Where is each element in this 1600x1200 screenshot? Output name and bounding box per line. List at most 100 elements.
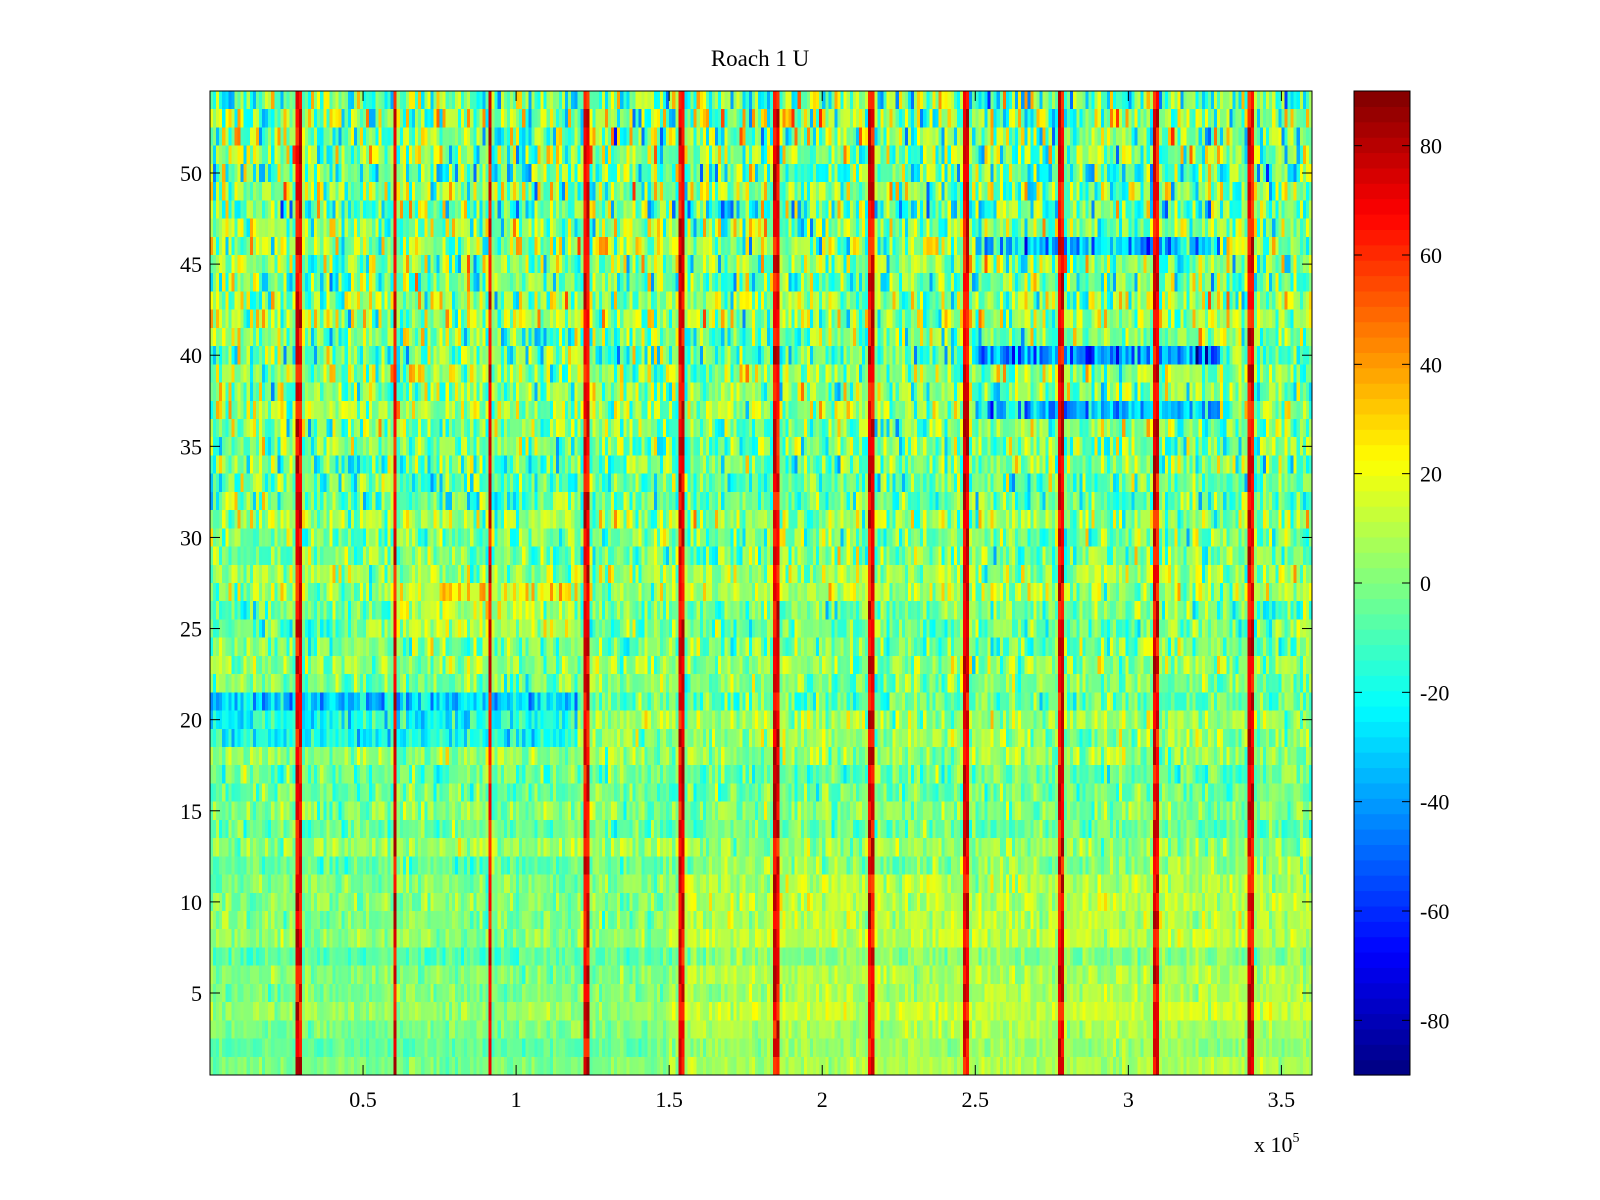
colorbar-segment bbox=[1354, 782, 1410, 799]
colorbar-segment bbox=[1354, 383, 1410, 400]
colorbar-segment bbox=[1354, 260, 1410, 277]
colorbar-segment bbox=[1354, 337, 1410, 353]
colorbar-tick-label: 20 bbox=[1420, 462, 1442, 487]
colorbar-segment bbox=[1354, 183, 1410, 200]
y-tick-label: 35 bbox=[180, 434, 202, 459]
y-tick-label: 15 bbox=[180, 799, 202, 824]
colorbar-segment bbox=[1354, 567, 1410, 584]
colorbar-segment bbox=[1354, 1044, 1410, 1061]
y-tick-label: 25 bbox=[180, 617, 202, 642]
colorbar-segment bbox=[1354, 306, 1410, 323]
colorbar-segment bbox=[1354, 290, 1410, 307]
colorbar-segment bbox=[1354, 659, 1410, 676]
colorbar-segment bbox=[1354, 444, 1410, 461]
x-tick-label: 3.5 bbox=[1268, 1087, 1296, 1112]
colorbar-tick-label: -40 bbox=[1420, 790, 1449, 815]
colorbar-segment bbox=[1354, 829, 1410, 845]
colorbar-segment bbox=[1354, 690, 1410, 707]
x-tick-label: 0.5 bbox=[349, 1087, 377, 1112]
colorbar-segment bbox=[1354, 583, 1410, 599]
colorbar-tick-label: -80 bbox=[1420, 1008, 1449, 1033]
plot-frame bbox=[209, 90, 1313, 1076]
colorbar-tick-label: 60 bbox=[1420, 243, 1442, 268]
colorbar-segment bbox=[1354, 429, 1410, 446]
colorbar-segment bbox=[1354, 352, 1410, 369]
colorbar-segment bbox=[1354, 644, 1410, 661]
colorbar-segment bbox=[1354, 736, 1410, 753]
colorbar-segment bbox=[1354, 521, 1410, 538]
colorbar-tick-label: 40 bbox=[1420, 352, 1442, 377]
colorbar-segment bbox=[1354, 490, 1410, 507]
colorbar-segment bbox=[1354, 398, 1410, 415]
colorbar-axis: 80 60 40 20 0 -20 -40 -60 -80 bbox=[1354, 134, 1449, 1033]
colorbar-segment bbox=[1354, 321, 1410, 338]
colorbar-segment bbox=[1354, 936, 1410, 953]
colorbar-segment bbox=[1354, 367, 1410, 384]
colorbar-segment bbox=[1354, 721, 1410, 738]
x-tick-label: 3 bbox=[1123, 1087, 1134, 1112]
x-axis-multiplier: x 105 bbox=[1254, 1131, 1300, 1157]
colorbar-segment bbox=[1354, 1028, 1410, 1045]
colorbar-segment bbox=[1354, 598, 1410, 615]
colorbar-segment bbox=[1354, 275, 1410, 292]
colorbar-segment bbox=[1354, 998, 1410, 1015]
y-tick-label: 10 bbox=[180, 890, 202, 915]
colorbar-segment bbox=[1354, 214, 1410, 230]
colorbar-segment bbox=[1354, 1059, 1410, 1076]
colorbar-segment bbox=[1354, 813, 1410, 830]
colorbar-segment bbox=[1354, 152, 1410, 169]
x-tick-label: 2.5 bbox=[962, 1087, 990, 1112]
colorbar-segment bbox=[1354, 675, 1410, 692]
colorbar-segment bbox=[1354, 921, 1410, 938]
colorbar-segment bbox=[1354, 706, 1410, 722]
colorbar-segment bbox=[1354, 198, 1410, 215]
colorbar-segment bbox=[1354, 767, 1410, 784]
y-tick-label: 40 bbox=[180, 343, 202, 368]
colorbar-segment bbox=[1354, 137, 1410, 154]
x-tick-label: 1.5 bbox=[655, 1087, 683, 1112]
colorbar-tick-label: -60 bbox=[1420, 899, 1449, 924]
colorbar-segment bbox=[1354, 229, 1410, 246]
colorbar-tick-label: -20 bbox=[1420, 680, 1449, 705]
colorbar-segment bbox=[1354, 506, 1410, 523]
colorbar-segment bbox=[1354, 167, 1410, 184]
colorbar-segment bbox=[1354, 752, 1410, 769]
colorbar-segment bbox=[1354, 475, 1410, 492]
colorbar-segment bbox=[1354, 552, 1410, 569]
colorbar-tick-label: 0 bbox=[1420, 571, 1431, 596]
colorbar-segment bbox=[1354, 106, 1410, 123]
colorbar-segment bbox=[1354, 890, 1410, 907]
colorbar-segment bbox=[1354, 629, 1410, 646]
colorbar-segment bbox=[1354, 121, 1410, 138]
y-tick-label: 5 bbox=[191, 981, 202, 1006]
colorbar-tick-label: 80 bbox=[1420, 134, 1442, 159]
colorbar-segment bbox=[1354, 413, 1410, 430]
x-tick-label: 1 bbox=[511, 1087, 522, 1112]
colorbar-segment bbox=[1354, 905, 1410, 922]
colorbar-segment bbox=[1354, 244, 1410, 261]
colorbar-segment bbox=[1354, 844, 1410, 861]
colorbar-segment bbox=[1354, 1013, 1410, 1030]
chart-title: Roach 1 U bbox=[711, 46, 810, 71]
colorbar-segment bbox=[1354, 859, 1410, 876]
x-axis: 0.5 1 1.5 2 2.5 3 3.5 bbox=[349, 91, 1295, 1112]
y-axis: 5 10 15 20 25 30 35 40 45 50 bbox=[180, 161, 1312, 1006]
colorbar-segment bbox=[1354, 798, 1410, 815]
colorbar-segment bbox=[1354, 982, 1410, 999]
x-tick-label: 2 bbox=[817, 1087, 828, 1112]
colorbar-segment bbox=[1354, 967, 1410, 984]
colorbar-segment bbox=[1354, 91, 1410, 107]
heatmap-cells bbox=[210, 91, 1312, 1075]
colorbar-segment bbox=[1354, 613, 1410, 630]
heatmap-image bbox=[210, 91, 1312, 1075]
colorbar-segment bbox=[1354, 875, 1410, 892]
y-tick-label: 45 bbox=[180, 252, 202, 277]
colorbar-segment bbox=[1354, 460, 1410, 476]
colorbar-segment bbox=[1354, 952, 1410, 968]
colorbar-segment bbox=[1354, 536, 1410, 553]
colorbar bbox=[1354, 91, 1410, 1076]
y-tick-label: 30 bbox=[180, 525, 202, 550]
y-tick-label: 50 bbox=[180, 161, 202, 186]
